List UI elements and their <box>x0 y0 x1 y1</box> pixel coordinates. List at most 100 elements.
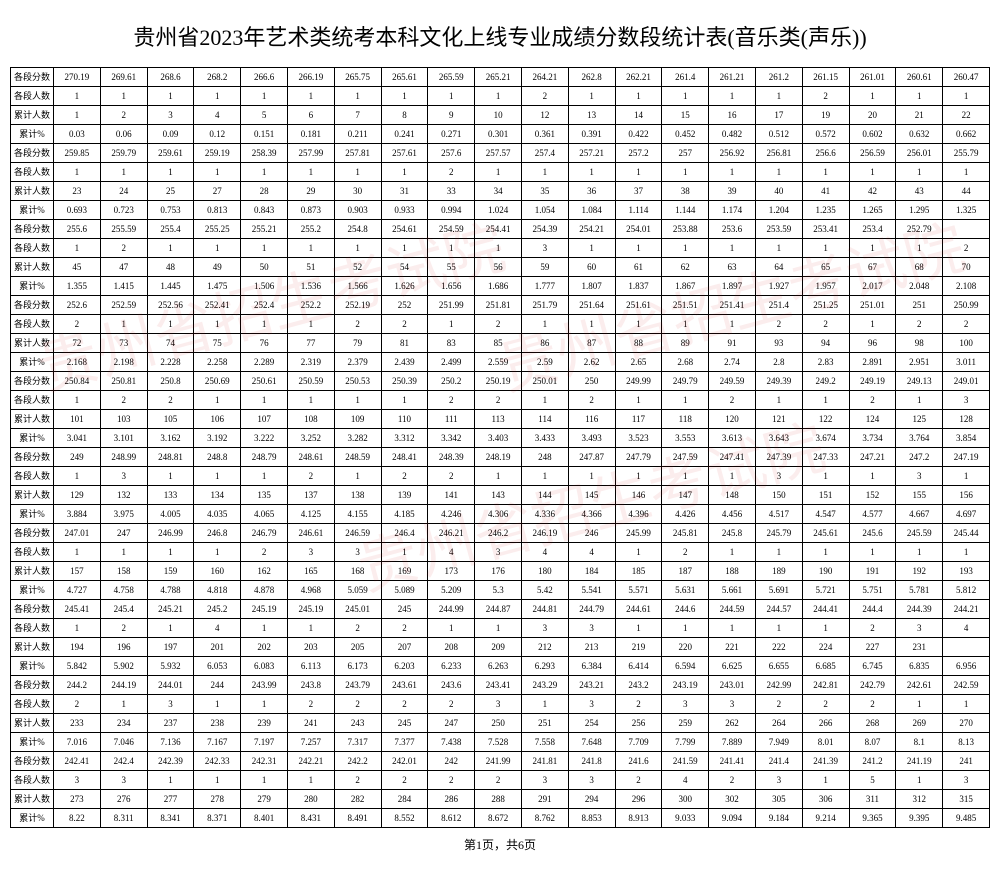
data-cell: 8.1 <box>896 733 943 752</box>
data-cell: 0.181 <box>287 125 334 144</box>
data-cell: 1 <box>194 315 241 334</box>
data-cell: 4.125 <box>287 505 334 524</box>
data-cell: 300 <box>662 790 709 809</box>
data-cell: 1 <box>475 239 522 258</box>
data-cell: 2 <box>849 391 896 410</box>
data-cell: 4.517 <box>755 505 802 524</box>
data-cell: 1 <box>147 619 194 638</box>
data-cell: 241.99 <box>475 752 522 771</box>
data-cell: 251.4 <box>755 296 802 315</box>
data-cell: 249.19 <box>849 372 896 391</box>
data-cell: 1 <box>147 771 194 790</box>
data-cell: 242.81 <box>802 676 849 695</box>
data-cell: 252.41 <box>194 296 241 315</box>
data-cell: 5.541 <box>568 581 615 600</box>
data-cell: 1 <box>521 467 568 486</box>
data-cell: 266.19 <box>287 68 334 87</box>
data-cell: 9.033 <box>662 809 709 828</box>
data-cell: 1 <box>287 163 334 182</box>
data-cell: 250.81 <box>100 372 147 391</box>
data-cell: 33 <box>428 182 475 201</box>
row-label: 各段人数 <box>11 163 54 182</box>
data-cell: 7.016 <box>54 733 101 752</box>
data-cell: 148 <box>709 486 756 505</box>
data-cell: 245.19 <box>241 600 288 619</box>
data-cell: 1 <box>54 239 101 258</box>
data-cell: 227 <box>849 638 896 657</box>
data-cell: 247.39 <box>755 448 802 467</box>
data-cell: 1 <box>615 239 662 258</box>
data-cell: 192 <box>896 562 943 581</box>
data-cell: 2 <box>475 771 522 790</box>
data-cell: 1 <box>521 391 568 410</box>
data-cell: 139 <box>381 486 428 505</box>
data-cell: 241.19 <box>896 752 943 771</box>
data-cell: 1 <box>849 239 896 258</box>
data-cell: 144 <box>521 486 568 505</box>
data-cell: 5.089 <box>381 581 428 600</box>
data-cell: 7.949 <box>755 733 802 752</box>
data-cell: 8.913 <box>615 809 662 828</box>
data-cell: 98 <box>896 334 943 353</box>
data-cell: 1 <box>709 239 756 258</box>
data-cell: 185 <box>615 562 662 581</box>
data-cell: 254.59 <box>428 220 475 239</box>
data-cell: 1 <box>568 163 615 182</box>
data-cell: 257.61 <box>381 144 428 163</box>
data-cell: 17 <box>755 106 802 125</box>
data-cell: 2.198 <box>100 353 147 372</box>
data-cell: 264.21 <box>521 68 568 87</box>
data-cell: 1 <box>615 315 662 334</box>
data-cell: 245.19 <box>287 600 334 619</box>
row-label: 累计% <box>11 733 54 752</box>
data-cell: 1 <box>381 163 428 182</box>
data-cell: 2 <box>241 543 288 562</box>
data-cell: 1 <box>194 391 241 410</box>
data-cell: 1.204 <box>755 201 802 220</box>
data-cell: 9.485 <box>943 809 990 828</box>
data-cell: 3.252 <box>287 429 334 448</box>
data-cell: 243.61 <box>381 676 428 695</box>
data-cell: 147 <box>662 486 709 505</box>
data-cell: 7.136 <box>147 733 194 752</box>
data-cell: 255.21 <box>241 220 288 239</box>
data-cell: 101 <box>54 410 101 429</box>
data-cell: 25 <box>147 182 194 201</box>
data-cell: 4.035 <box>194 505 241 524</box>
data-cell: 2 <box>428 771 475 790</box>
data-cell: 249.79 <box>662 372 709 391</box>
data-cell: 2 <box>428 163 475 182</box>
data-cell: 2 <box>615 771 662 790</box>
data-cell: 73 <box>100 334 147 353</box>
data-cell: 1.506 <box>241 277 288 296</box>
data-cell: 248.99 <box>100 448 147 467</box>
data-cell: 260.47 <box>943 68 990 87</box>
data-cell: 2 <box>100 106 147 125</box>
data-cell: 6.233 <box>428 657 475 676</box>
data-cell: 196 <box>100 638 147 657</box>
data-cell: 176 <box>475 562 522 581</box>
data-cell: 244.61 <box>615 600 662 619</box>
row-label: 累计人数 <box>11 334 54 353</box>
data-cell: 3.613 <box>709 429 756 448</box>
data-cell: 197 <box>147 638 194 657</box>
data-cell: 7.377 <box>381 733 428 752</box>
row-label: 累计人数 <box>11 410 54 429</box>
data-cell: 257.4 <box>521 144 568 163</box>
data-cell: 1 <box>241 239 288 258</box>
data-cell: 1 <box>475 87 522 106</box>
data-cell: 1 <box>241 771 288 790</box>
data-cell: 248.79 <box>241 448 288 467</box>
data-cell: 96 <box>849 334 896 353</box>
data-cell: 246.21 <box>428 524 475 543</box>
data-cell: 60 <box>568 258 615 277</box>
data-cell: 250.69 <box>194 372 241 391</box>
data-cell: 1 <box>709 619 756 638</box>
data-cell: 1 <box>100 87 147 106</box>
data-cell: 168 <box>334 562 381 581</box>
data-cell: 1 <box>662 619 709 638</box>
data-cell: 187 <box>662 562 709 581</box>
data-cell: 247 <box>428 714 475 733</box>
data-cell: 256.01 <box>896 144 943 163</box>
data-cell: 202 <box>241 638 288 657</box>
